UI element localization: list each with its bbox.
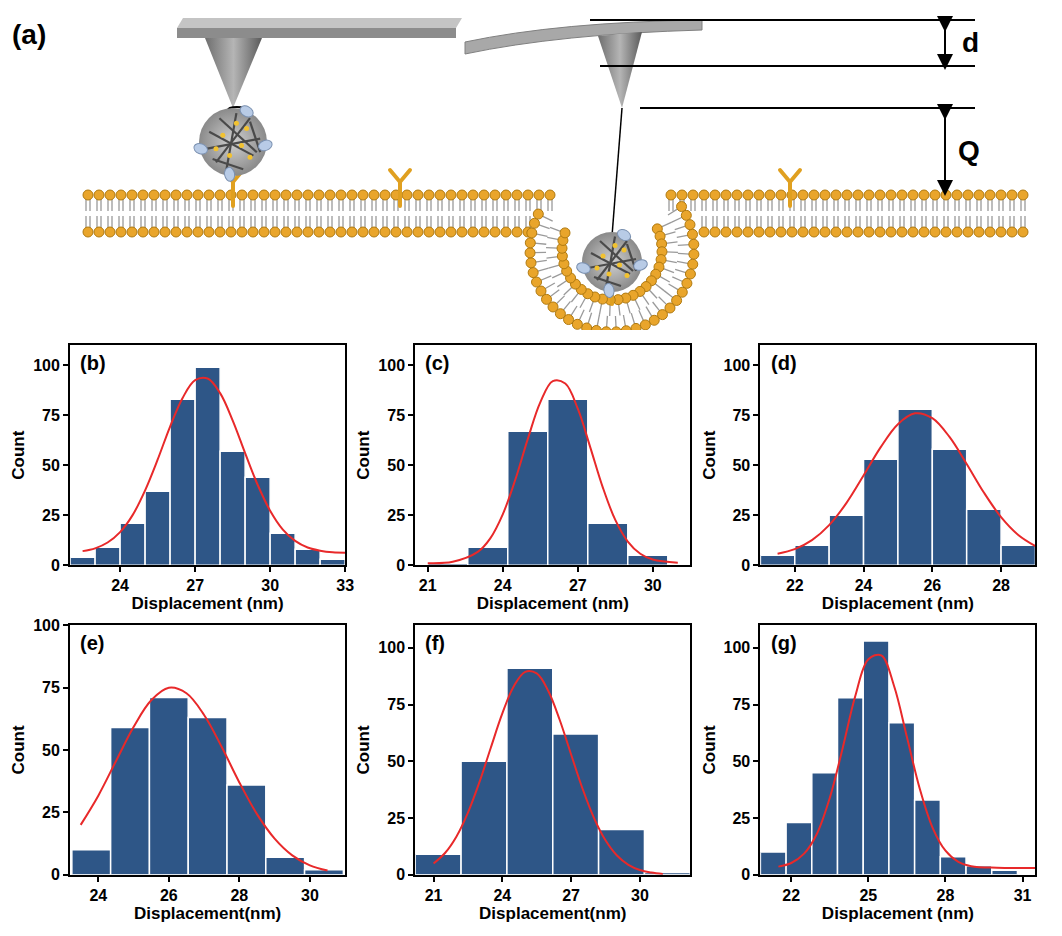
- svg-text:27: 27: [562, 887, 580, 904]
- svg-text:75: 75: [732, 696, 750, 713]
- svg-text:Count: Count: [354, 430, 373, 479]
- svg-text:30: 30: [644, 577, 662, 594]
- svg-text:d: d: [962, 27, 979, 58]
- svg-text:(d): (d): [771, 352, 797, 374]
- svg-text:(b): (b): [80, 352, 106, 374]
- svg-text:28: 28: [230, 887, 248, 904]
- svg-text:50: 50: [387, 753, 405, 770]
- svg-text:21: 21: [425, 887, 443, 904]
- svg-text:25: 25: [732, 810, 750, 827]
- svg-text:22: 22: [786, 577, 804, 594]
- svg-text:0: 0: [396, 866, 405, 883]
- svg-text:75: 75: [42, 407, 60, 424]
- svg-text:75: 75: [42, 679, 60, 696]
- svg-text:Displacement (nm): Displacement (nm): [822, 904, 974, 923]
- svg-text:75: 75: [387, 407, 405, 424]
- svg-text:0: 0: [51, 866, 60, 883]
- svg-text:Q: Q: [958, 135, 980, 166]
- svg-text:Count: Count: [9, 725, 28, 774]
- svg-text:24: 24: [493, 887, 511, 904]
- svg-text:100: 100: [33, 617, 60, 634]
- svg-text:Displacement(nm): Displacement(nm): [479, 904, 626, 923]
- svg-text:Displacement(nm): Displacement(nm): [134, 904, 281, 923]
- svg-text:25: 25: [732, 507, 750, 524]
- svg-text:33: 33: [336, 577, 354, 594]
- svg-text:26: 26: [923, 577, 941, 594]
- svg-text:28: 28: [937, 887, 955, 904]
- svg-text:0: 0: [741, 866, 750, 883]
- svg-text:100: 100: [723, 639, 750, 656]
- svg-text:(a): (a): [12, 19, 46, 50]
- svg-text:0: 0: [51, 557, 60, 574]
- svg-text:27: 27: [569, 577, 587, 594]
- svg-text:24: 24: [494, 577, 512, 594]
- svg-text:100: 100: [378, 639, 405, 656]
- svg-text:Count: Count: [9, 430, 28, 479]
- svg-text:0: 0: [741, 557, 750, 574]
- svg-text:21: 21: [419, 577, 437, 594]
- svg-text:28: 28: [992, 577, 1010, 594]
- svg-text:(g): (g): [771, 632, 797, 654]
- svg-text:75: 75: [732, 407, 750, 424]
- svg-text:27: 27: [186, 577, 204, 594]
- svg-text:30: 30: [261, 577, 279, 594]
- svg-text:24: 24: [111, 577, 129, 594]
- svg-text:24: 24: [855, 577, 873, 594]
- svg-text:25: 25: [859, 887, 877, 904]
- svg-text:31: 31: [1014, 887, 1032, 904]
- svg-text:25: 25: [387, 507, 405, 524]
- svg-text:Displacement (nm): Displacement (nm): [822, 594, 974, 613]
- svg-text:50: 50: [42, 742, 60, 759]
- svg-text:26: 26: [160, 887, 178, 904]
- svg-text:50: 50: [732, 753, 750, 770]
- svg-text:75: 75: [387, 696, 405, 713]
- svg-text:30: 30: [301, 887, 319, 904]
- svg-text:100: 100: [33, 357, 60, 374]
- svg-text:100: 100: [378, 357, 405, 374]
- svg-text:50: 50: [387, 457, 405, 474]
- svg-text:Displacement (nm): Displacement (nm): [132, 594, 284, 613]
- svg-text:Displacement (nm): Displacement (nm): [477, 594, 629, 613]
- svg-text:(f): (f): [425, 632, 445, 654]
- svg-text:Count: Count: [354, 725, 373, 774]
- svg-text:50: 50: [732, 457, 750, 474]
- svg-text:0: 0: [396, 557, 405, 574]
- svg-text:25: 25: [42, 804, 60, 821]
- svg-text:(c): (c): [425, 352, 449, 374]
- svg-text:(e): (e): [80, 632, 104, 654]
- svg-text:Count: Count: [700, 725, 719, 774]
- svg-text:25: 25: [42, 507, 60, 524]
- svg-text:Count: Count: [700, 430, 719, 479]
- svg-text:30: 30: [631, 887, 649, 904]
- svg-text:24: 24: [89, 887, 107, 904]
- svg-text:22: 22: [782, 887, 800, 904]
- svg-text:100: 100: [723, 357, 750, 374]
- svg-text:50: 50: [42, 457, 60, 474]
- svg-text:25: 25: [387, 810, 405, 827]
